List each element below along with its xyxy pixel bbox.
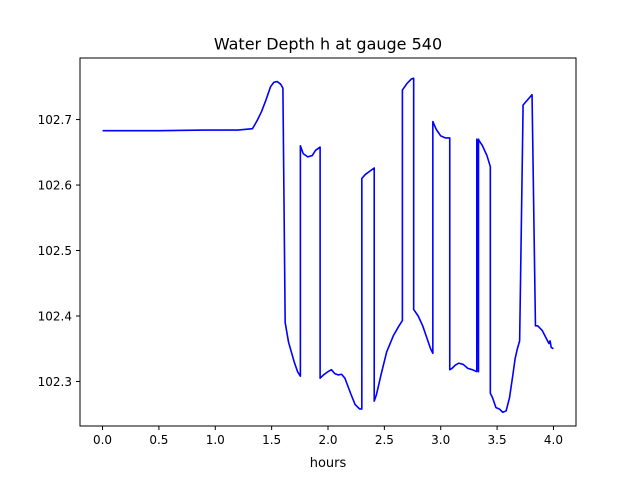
x-tick-label: 1.0: [206, 433, 225, 447]
y-tick-label: 102.7: [38, 113, 72, 127]
y-tick-label: 102.5: [38, 244, 72, 258]
plot-frame: [79, 57, 577, 427]
y-tick-label: 102.3: [38, 375, 72, 389]
y-tick-label: 102.6: [38, 179, 72, 193]
x-tick-label: 0.5: [149, 433, 168, 447]
y-axis-ticks: 102.3 102.4 102.5 102.6 102.7: [38, 113, 80, 389]
x-tick-label: 2.0: [318, 433, 337, 447]
series-line-0: [102, 77, 554, 414]
x-tick-label: 0.0: [93, 433, 112, 447]
y-tick-label: 102.4: [38, 309, 72, 323]
x-tick-label: 3.5: [488, 433, 507, 447]
chart-title: Water Depth h at gauge 540: [214, 35, 442, 54]
x-tick-label: 2.5: [375, 433, 394, 447]
plot-area: [102, 77, 554, 414]
x-axis-label: hours: [310, 456, 347, 471]
x-axis-ticks: 0.0 0.5 1.0 1.5 2.0 2.5 3.0 3.5 4.0: [93, 426, 563, 447]
x-tick-label: 1.5: [262, 433, 281, 447]
x-tick-label: 4.0: [544, 433, 563, 447]
x-tick-label: 3.0: [431, 433, 450, 447]
